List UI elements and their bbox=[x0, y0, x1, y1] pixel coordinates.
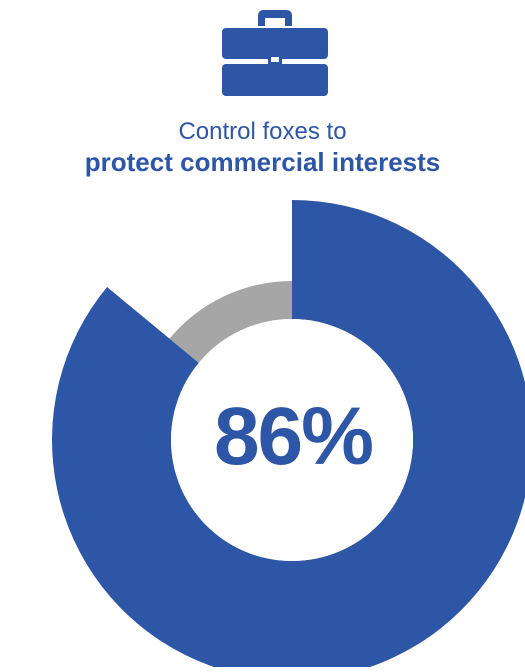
donut-center-hole bbox=[171, 319, 413, 561]
donut-slice-primary bbox=[52, 200, 525, 672]
donut-chart-svg bbox=[52, 200, 525, 672]
chart-caption: Control foxes to protect commercial inte… bbox=[0, 118, 525, 178]
donut-chart bbox=[0, 180, 525, 672]
center-percentage-label: 86% bbox=[213, 391, 374, 482]
briefcase-icon bbox=[222, 8, 328, 96]
caption-line-1: Control foxes to bbox=[178, 118, 347, 145]
caption-line-2: protect commercial interests bbox=[84, 147, 441, 177]
donut-slice-remainder bbox=[169, 281, 292, 363]
